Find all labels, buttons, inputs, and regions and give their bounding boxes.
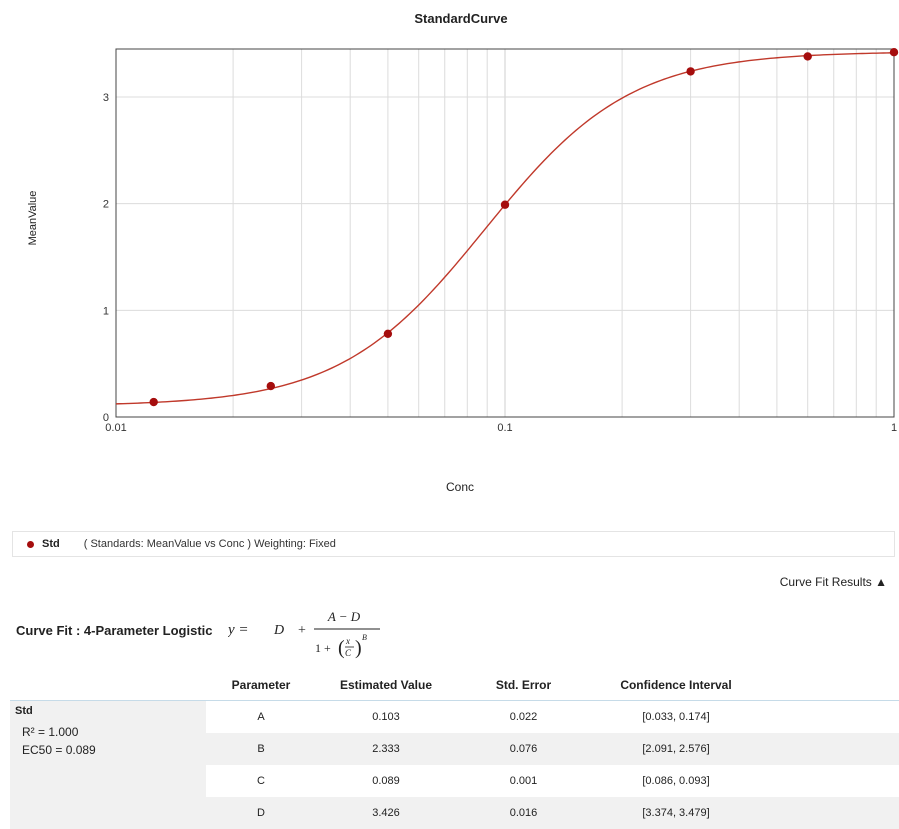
param-name: D: [257, 807, 265, 819]
param-estimate: 0.089: [372, 775, 400, 787]
table-row: D 3.426 0.016 [3.374, 3.479]: [206, 797, 899, 829]
data-point[interactable]: [803, 52, 812, 61]
table-row: A 0.103 0.022 [0.033, 0.174]: [206, 701, 899, 733]
param-std-error: 0.076: [509, 743, 538, 755]
legend-description: ( Standards: MeanValue vs Conc ) Weighti…: [83, 538, 336, 550]
formula-denominator-one: 1 +: [315, 641, 331, 655]
y-tick-label: 0: [103, 412, 109, 424]
group-name: Std: [15, 705, 33, 717]
legend-marker-icon: [27, 540, 34, 548]
param-std-error: 0.001: [509, 775, 538, 787]
r-squared-value: R² = 1.000: [22, 725, 79, 739]
header-parameter: Parameter: [231, 678, 291, 692]
data-point[interactable]: [266, 381, 275, 391]
param-estimate: 2.333: [372, 743, 400, 755]
axis-ticks: 0.01 0.1 1 0 1 2 3: [103, 92, 897, 434]
param-name: C: [257, 775, 265, 787]
legend-series-name: Std: [42, 538, 60, 550]
y-tick-label: 3: [103, 92, 109, 104]
grid-lines: [115, 49, 895, 418]
curve-fit-label: Curve Fit : 4-Parameter Logistic: [16, 623, 213, 638]
curve-fit-results-toggle[interactable]: Curve Fit Results ▲: [779, 575, 887, 589]
param-confidence-interval: [0.086, 0.093]: [642, 775, 710, 787]
formula-plus: +: [298, 623, 306, 638]
formula-c: C: [345, 648, 352, 658]
y-axis-label: MeanValue: [27, 191, 39, 246]
header-confidence-interval: Confidence Interval: [620, 678, 732, 692]
y-tick-label: 2: [103, 199, 109, 211]
data-point[interactable]: [686, 67, 695, 76]
formula-paren-right: ): [355, 637, 362, 659]
chart-title: StandardCurve: [414, 11, 507, 26]
formula-x: x: [345, 636, 350, 646]
param-name: B: [257, 743, 265, 755]
data-point[interactable]: [889, 48, 899, 57]
formula: y = D + A − D 1 + ( x C ) B: [228, 609, 380, 659]
formula-numerator: A − D: [327, 609, 361, 624]
x-axis-label: Conc: [446, 480, 474, 494]
data-points: [149, 48, 899, 407]
data-point[interactable]: [500, 200, 510, 209]
curve-fit-results-table: Parameter Estimated Value Std. Error Con…: [10, 670, 899, 829]
header-std-error: Std. Error: [495, 678, 552, 692]
ec50-value: EC50 = 0.089: [22, 743, 96, 757]
x-tick-label: 1: [891, 422, 897, 434]
x-tick-label: 0.01: [105, 422, 126, 434]
param-std-error: 0.022: [509, 711, 538, 723]
header-estimated-value: Estimated Value: [339, 678, 433, 692]
plot-area-frame: [115, 48, 895, 418]
data-point[interactable]: [383, 329, 393, 338]
param-estimate: 0.103: [372, 711, 400, 723]
table-row: C 0.089 0.001 [0.086, 0.093]: [206, 765, 899, 797]
data-point[interactable]: [149, 397, 158, 407]
table-header-row: Parameter Estimated Value Std. Error Con…: [10, 670, 899, 701]
param-std-error: 0.016: [509, 807, 538, 819]
param-estimate: 3.426: [372, 807, 400, 819]
param-confidence-interval: [0.033, 0.174]: [642, 711, 710, 723]
y-tick-label: 1: [103, 305, 109, 317]
param-confidence-interval: [3.374, 3.479]: [642, 807, 710, 819]
standard-curve-chart: StandardCurve 0.01 0.1 1 0 1 2 3 Conc MeanValu…: [27, 11, 899, 494]
formula-y: y =: [228, 622, 249, 638]
table-row: B 2.333 0.076 [2.091, 2.576]: [206, 733, 899, 765]
formula-exponent: B: [362, 633, 367, 642]
param-name: A: [257, 711, 265, 723]
param-confidence-interval: [2.091, 2.576]: [642, 743, 710, 755]
formula-paren-left: (: [338, 637, 345, 659]
formula-d: D: [273, 623, 284, 638]
table-body: A 0.103 0.022 [0.033, 0.174] B 2.333 0.0…: [206, 701, 899, 829]
x-tick-label: 0.1: [497, 422, 512, 434]
legend: Std ( Standards: MeanValue vs Conc ) Wei…: [12, 531, 895, 557]
group-summary-panel: Std R² = 1.000 EC50 = 0.089: [10, 701, 206, 829]
